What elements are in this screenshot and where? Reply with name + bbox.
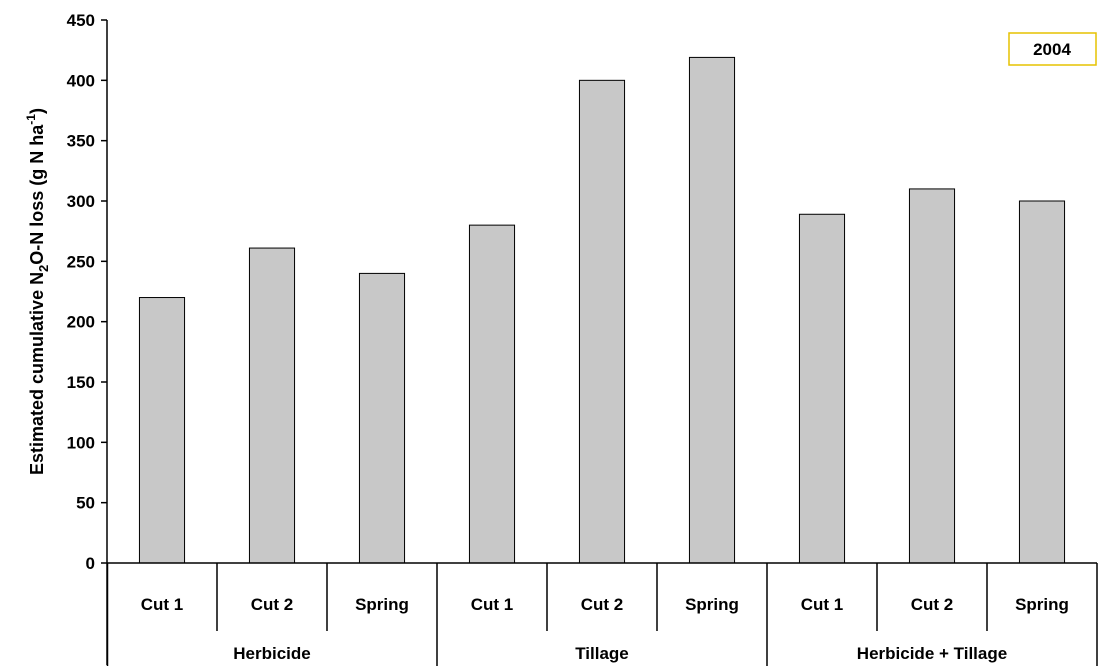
y-tick-label: 350 <box>67 132 95 151</box>
y-tick-label: 450 <box>67 11 95 30</box>
x-axis-groups: Herbicide Tillage Herbicide + Tillage <box>106 563 1098 666</box>
legend: 2004 <box>1008 32 1097 66</box>
y-axis-label: Estimated cumulative N2O-N loss (g N ha-… <box>24 108 51 475</box>
legend-label: 2004 <box>1033 40 1071 59</box>
x-category-label: Cut 1 <box>141 595 184 614</box>
bar <box>248 247 296 564</box>
x-category-label: Spring <box>355 595 409 614</box>
x-category-label: Cut 2 <box>251 595 294 614</box>
bar <box>1018 200 1066 564</box>
x-group-label: Herbicide + Tillage <box>857 644 1007 663</box>
x-axis-categories: Cut 1 Cut 2 Spring Cut 1 Cut 2 Spring Cut 1 Cut… <box>141 563 1069 631</box>
y-axis-label-suffix: ) <box>27 108 47 114</box>
x-group-label: Herbicide <box>233 644 310 663</box>
y-axis-label-subscript: 2 <box>36 265 51 272</box>
bar <box>908 188 956 564</box>
bar <box>798 213 846 564</box>
y-tick-label: 50 <box>76 494 95 513</box>
y-axis-label-middle: O-N loss (g N ha <box>27 124 47 265</box>
bar <box>578 79 626 564</box>
x-category-label: Spring <box>685 595 739 614</box>
x-category-label: Cut 1 <box>801 595 844 614</box>
x-category-label: Cut 2 <box>911 595 954 614</box>
y-tick-label: 300 <box>67 192 95 211</box>
bar <box>138 297 186 564</box>
y-axis-ticks: 0 50 100 150 200 250 300 350 400 450 <box>67 11 107 573</box>
x-category-label: Spring <box>1015 595 1069 614</box>
bar <box>358 272 406 564</box>
x-category-label: Cut 1 <box>471 595 514 614</box>
y-axis-label-superscript: -1 <box>24 114 38 125</box>
y-tick-label: 400 <box>67 71 95 90</box>
bar <box>468 224 516 564</box>
bars <box>138 56 1066 564</box>
y-tick-label: 0 <box>86 554 95 573</box>
y-tick-label: 100 <box>67 433 95 452</box>
legend-box <box>1008 32 1097 66</box>
x-category-label: Cut 2 <box>581 595 624 614</box>
y-tick-label: 150 <box>67 373 95 392</box>
bar <box>688 56 736 564</box>
x-group-label: Tillage <box>575 644 629 663</box>
y-tick-label: 200 <box>67 313 95 332</box>
y-axis-label-prefix: Estimated cumulative N <box>27 272 47 475</box>
y-tick-label: 250 <box>67 252 95 271</box>
